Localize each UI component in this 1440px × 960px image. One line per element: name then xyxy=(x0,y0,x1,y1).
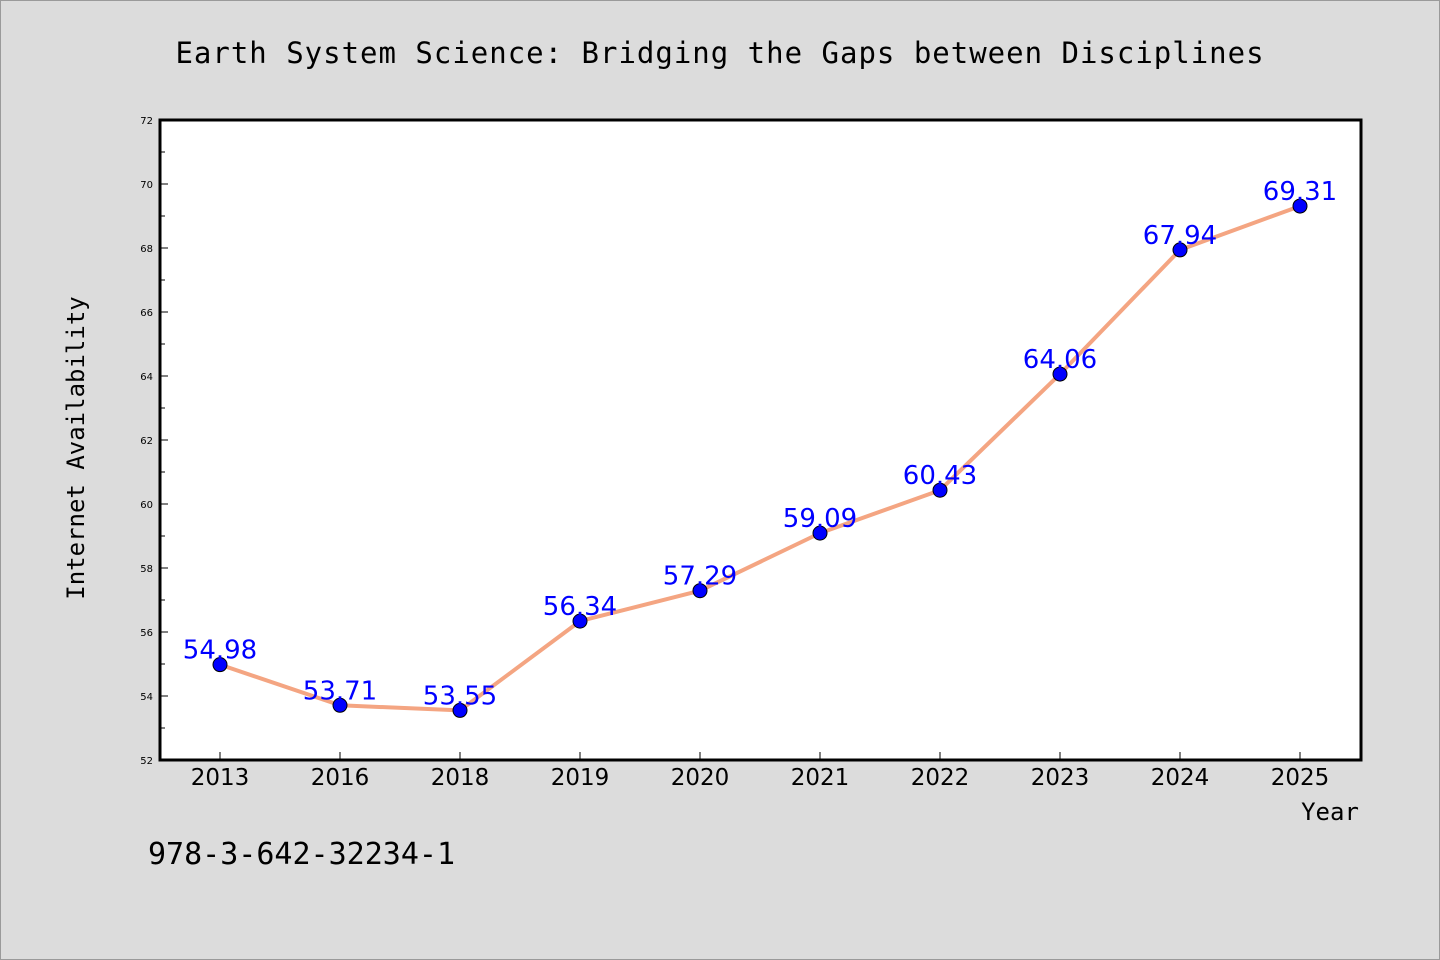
plot-area xyxy=(158,118,1363,762)
x-tick-label: 2022 xyxy=(911,765,970,791)
data-label: 69.31 xyxy=(1263,177,1337,207)
x-tick-label: 2023 xyxy=(1031,765,1090,791)
data-label: 67.94 xyxy=(1143,221,1217,251)
x-tick-label: 2016 xyxy=(311,765,370,791)
data-point xyxy=(1052,366,1068,382)
x-tick-label: 2020 xyxy=(671,765,730,791)
y-axis-label: Internet Availability xyxy=(62,296,90,599)
data-label: 53.55 xyxy=(423,681,497,711)
x-tick-label: 2021 xyxy=(791,765,850,791)
series-group xyxy=(212,198,1308,718)
data-point xyxy=(452,702,468,718)
data-label: 56.34 xyxy=(543,592,617,622)
x-tick-label: 2018 xyxy=(431,765,490,791)
data-label: 57.29 xyxy=(663,562,737,592)
data-label: 60.43 xyxy=(903,461,977,491)
y-tick-label: 72 xyxy=(140,116,153,127)
data-point xyxy=(1292,198,1308,214)
x-tick-label: 2025 xyxy=(1271,765,1330,791)
x-axis: 2013 2016 2018 2019 2020 2021 2022 2023 2024 2025 xyxy=(191,752,1330,791)
data-point xyxy=(572,613,588,629)
x-axis-label: Year xyxy=(1301,798,1359,826)
y-tick-label: 64 xyxy=(140,372,153,383)
y-tick-label: 70 xyxy=(140,180,153,191)
data-label: 54.98 xyxy=(183,636,257,666)
data-point xyxy=(932,482,948,498)
x-tick-label: 2024 xyxy=(1151,765,1210,791)
y-tick-label: 58 xyxy=(140,564,153,575)
data-label: 64.06 xyxy=(1023,345,1097,375)
data-point xyxy=(1172,242,1188,258)
y-tick-label: 52 xyxy=(140,756,153,767)
chart-title: Earth System Science: Bridging the Gaps … xyxy=(175,36,1264,70)
x-tick-label: 2013 xyxy=(191,765,250,791)
data-point xyxy=(332,697,348,713)
data-point xyxy=(812,525,828,541)
y-tick-label: 54 xyxy=(140,692,153,703)
y-tick-label: 60 xyxy=(140,500,153,511)
data-label: 59.09 xyxy=(783,504,857,534)
y-tick-label: 56 xyxy=(140,628,153,639)
y-axis: 52 54 56 58 60 62 64 66 68 70 72 xyxy=(140,116,168,767)
data-point xyxy=(692,583,708,599)
isbn-text: 978-3-642-32234-1 xyxy=(148,837,455,872)
data-label-group: 54.98 53.71 53.55 56.34 57.29 59.09 60.43 64.06… xyxy=(183,177,1337,711)
y-tick-label: 66 xyxy=(140,308,153,319)
series-line xyxy=(218,204,1302,713)
data-point xyxy=(212,657,228,673)
y-tick-label: 68 xyxy=(140,244,153,255)
data-label: 53.71 xyxy=(303,676,377,706)
y-tick-label: 62 xyxy=(140,436,153,447)
x-tick-label: 2019 xyxy=(551,765,610,791)
